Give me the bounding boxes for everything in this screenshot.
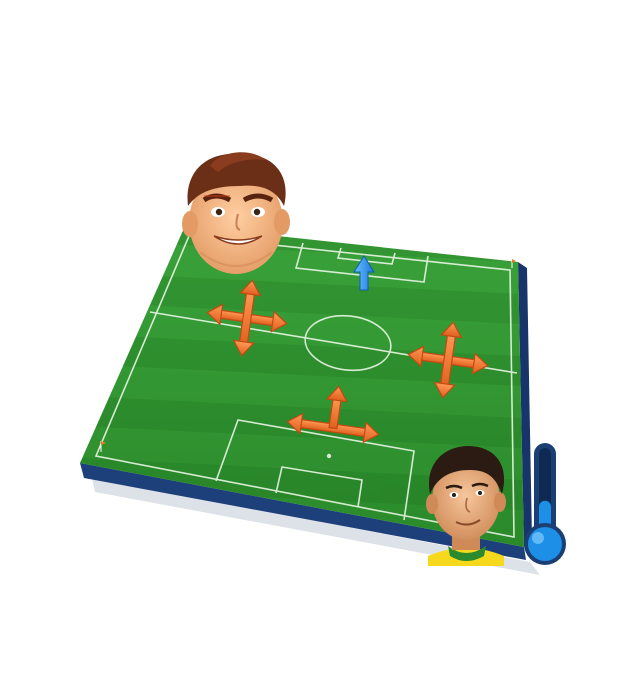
up-arrow-icon[interactable] bbox=[353, 255, 375, 291]
corner-flag-right bbox=[511, 259, 516, 268]
corner-flag-left bbox=[100, 441, 106, 452]
pitch-shadow bbox=[92, 478, 540, 575]
pitch-base bbox=[80, 463, 526, 560]
move-arrow-bottom-three-way[interactable] bbox=[286, 380, 384, 444]
bottom-player-avatar[interactable] bbox=[426, 446, 506, 566]
pitch-side bbox=[518, 262, 532, 547]
move-arrow-right-mid[interactable] bbox=[403, 317, 493, 403]
pitch-grass bbox=[80, 226, 524, 547]
top-player-avatar[interactable] bbox=[182, 152, 290, 274]
thermometer-icon bbox=[524, 443, 566, 565]
move-arrow-left-mid[interactable] bbox=[202, 275, 292, 361]
